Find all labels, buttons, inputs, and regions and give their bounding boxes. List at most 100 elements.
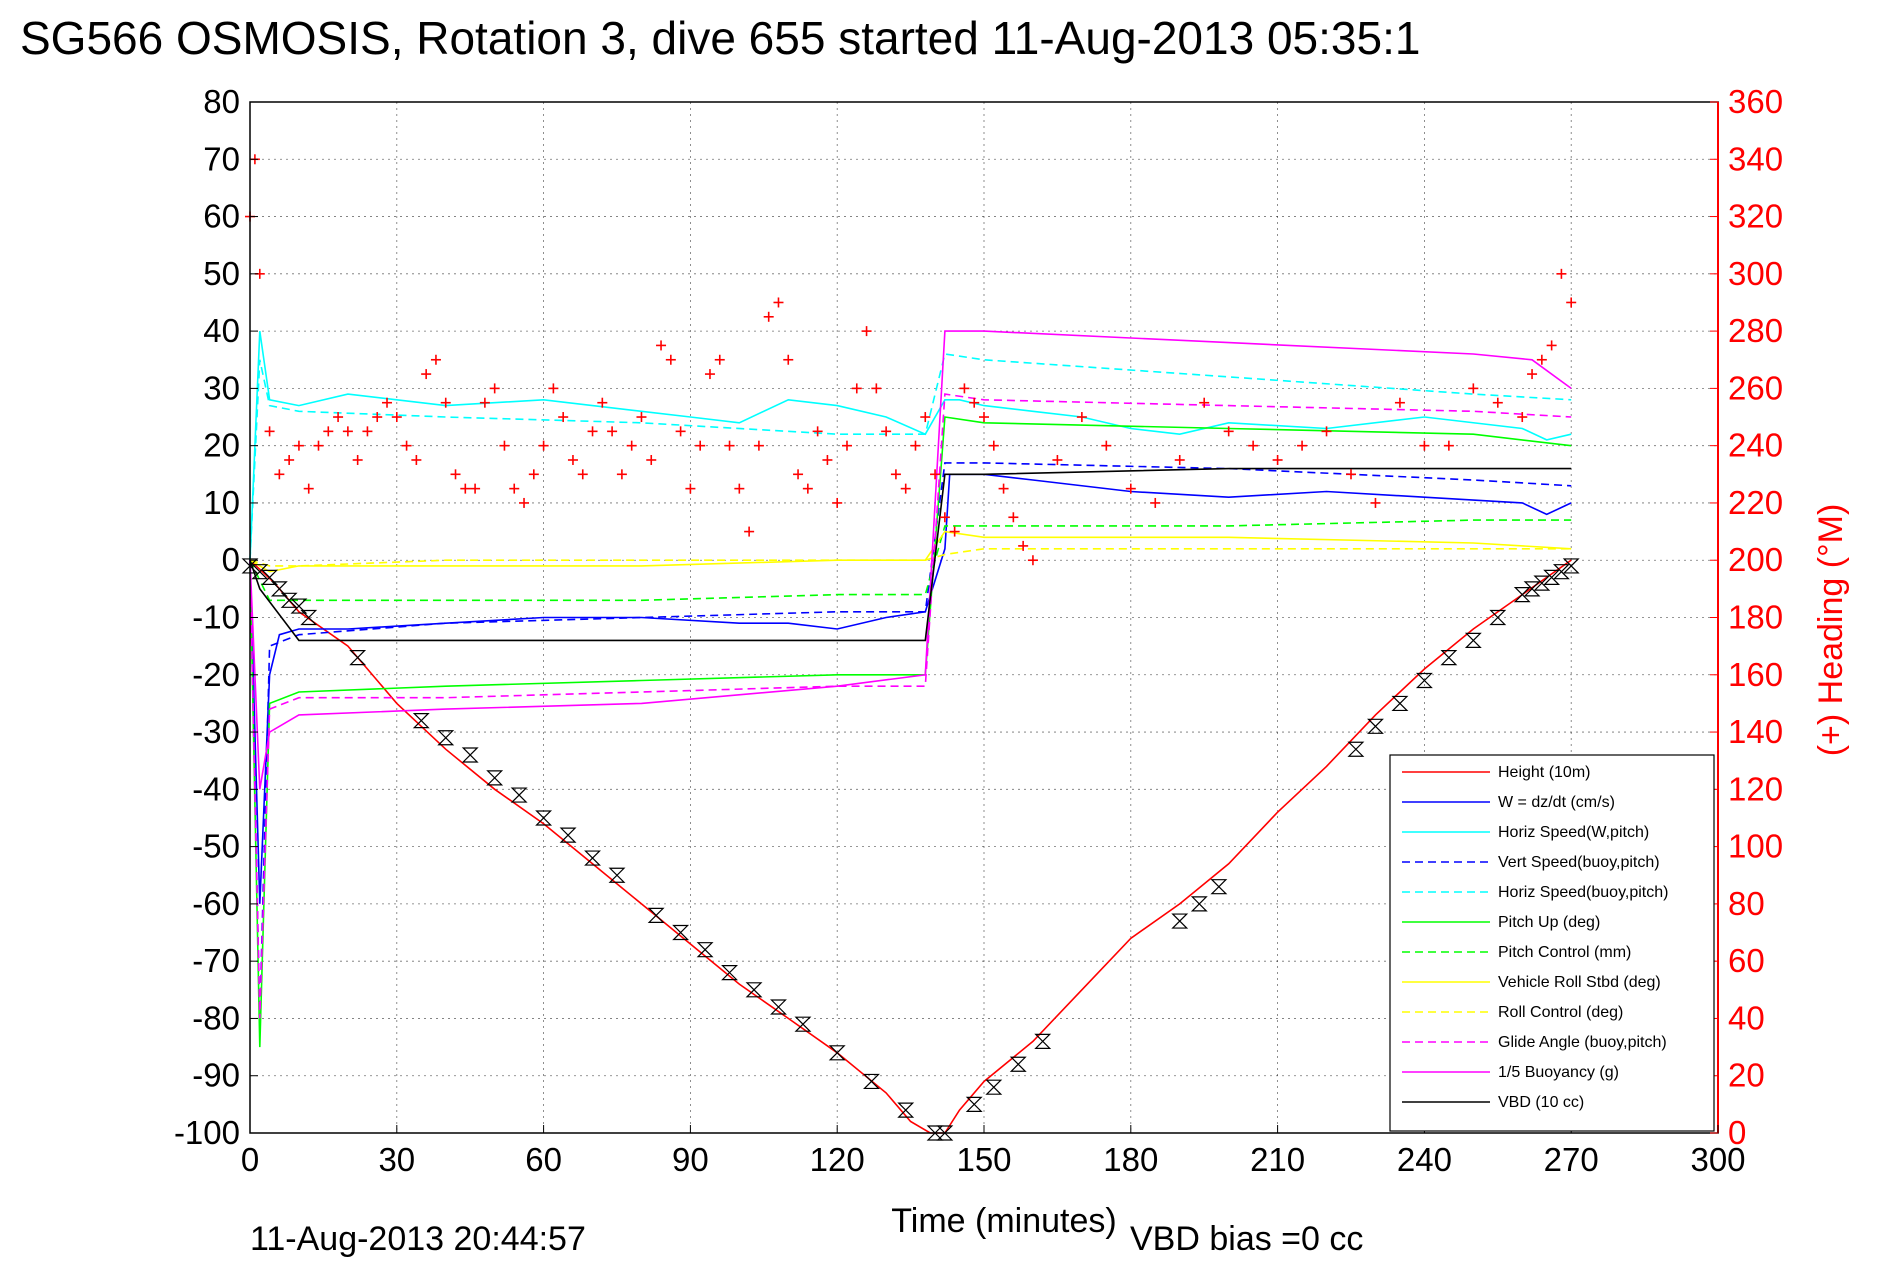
left-tick-label-15: -70	[192, 942, 240, 979]
heading-marker-103	[1536, 354, 1547, 365]
depth-marker-13	[535, 810, 553, 826]
legend-entry-10: 1/5 Buoyancy (g)	[1498, 1064, 1619, 1081]
heading-marker-25	[479, 397, 490, 408]
heading-marker-54	[763, 311, 774, 322]
heading-marker-56	[783, 354, 794, 365]
left-tick-label-4: 40	[203, 312, 240, 349]
left-tick-label-13: -50	[192, 828, 240, 865]
heading-marker-18	[411, 454, 422, 465]
heading-marker-72	[939, 512, 950, 523]
x-axis-ticks: 0 30 60 90 120 150 180 210 240 270 300	[241, 1125, 1746, 1178]
heading-marker-55	[773, 297, 784, 308]
heading-marker-17	[401, 440, 412, 451]
depth-marker-16	[608, 867, 626, 883]
heading-marker-4	[274, 469, 285, 480]
heading-marker-57	[793, 469, 804, 480]
series-line-4	[249, 353, 1572, 561]
depth-marker-19	[696, 942, 714, 958]
x-tick-label-2: 60	[525, 1141, 562, 1178]
heading-marker-60	[822, 454, 833, 465]
right-tick-label-8: 200	[1728, 541, 1783, 578]
heading-marker-88	[1199, 397, 1210, 408]
heading-marker-21	[440, 397, 451, 408]
x-tick-label-4: 120	[810, 1141, 865, 1178]
right-tick-label-0: 360	[1728, 83, 1783, 120]
right-tick-label-13: 100	[1728, 828, 1783, 865]
heading-marker-94	[1346, 469, 1356, 480]
heading-marker-3	[264, 426, 275, 437]
right-tick-label-15: 60	[1728, 942, 1765, 979]
right-tick-label-2: 320	[1728, 198, 1783, 235]
legend-entry-4: Horiz Speed(buoy,pitch)	[1498, 884, 1668, 901]
heading-marker-90	[1248, 440, 1259, 451]
left-tick-label-5: 30	[203, 369, 240, 406]
right-tick-label-5: 260	[1728, 369, 1783, 406]
left-tick-label-10: -20	[192, 656, 240, 693]
heading-marker-23	[460, 483, 471, 494]
heading-marker-69	[910, 440, 921, 451]
series-line-1	[249, 473, 1572, 904]
left-tick-label-16: -80	[192, 999, 240, 1036]
depth-marker-35	[1210, 879, 1228, 895]
depth-marker-24	[828, 1045, 846, 1061]
right-tick-label-14: 80	[1728, 885, 1765, 922]
footer-date: 11-Aug-2013 20:44:57	[250, 1220, 586, 1258]
heading-marker-101	[1517, 412, 1528, 423]
heading-marker-39	[616, 469, 627, 480]
heading-marker-68	[900, 483, 911, 494]
heading-marker-75	[969, 397, 980, 408]
series-line-7	[249, 530, 1572, 573]
depth-marker-7	[349, 649, 367, 666]
heading-marker-98	[1443, 440, 1454, 451]
depth-markers	[241, 558, 1580, 1141]
heading-marker-52	[744, 526, 755, 537]
depth-marker-8	[412, 713, 430, 729]
depth-marker-14	[559, 827, 577, 843]
left-tick-label-18: -100	[174, 1114, 240, 1151]
depth-marker-22	[770, 999, 787, 1015]
heading-marker-58	[802, 483, 813, 494]
depth-marker-34	[1190, 896, 1208, 912]
depth-marker-6	[300, 609, 318, 626]
chart-title: SG566 OSMOSIS, Rotation 3, dive 655 star…	[20, 12, 1420, 64]
footer-vbd-bias: VBD bias =0 cc	[1130, 1220, 1363, 1258]
depth-marker-45	[1533, 575, 1551, 591]
depth-marker-26	[897, 1102, 915, 1118]
depth-marker-43	[1513, 586, 1531, 603]
left-tick-label-9: -10	[192, 599, 240, 636]
x-tick-label-3: 90	[672, 1141, 709, 1178]
heading-marker-102	[1527, 369, 1538, 380]
heading-marker-61	[832, 497, 843, 508]
left-tick-label-3: 50	[203, 255, 240, 292]
legend-entry-8: Roll Control (deg)	[1498, 1004, 1623, 1021]
heading-marker-43	[656, 340, 667, 351]
series-lines	[249, 330, 1572, 1134]
heading-marker-64	[861, 326, 872, 337]
heading-marker-77	[988, 440, 999, 451]
heading-marker-10	[333, 412, 344, 423]
depth-marker-42	[1489, 609, 1507, 626]
left-tick-label-11: -30	[192, 713, 240, 750]
depth-marker-11	[486, 770, 504, 786]
heading-marker-97	[1419, 440, 1430, 451]
right-tick-label-10: 160	[1728, 656, 1783, 693]
heading-marker-49	[714, 354, 725, 365]
heading-marker-93	[1321, 426, 1332, 437]
heading-marker-99	[1468, 383, 1479, 394]
depth-marker-38	[1391, 695, 1409, 712]
depth-marker-46	[1543, 569, 1561, 586]
depth-marker-40	[1440, 649, 1458, 666]
heading-marker-14	[372, 412, 383, 423]
right-tick-label-11: 140	[1728, 713, 1783, 750]
depth-marker-21	[745, 982, 763, 998]
depth-marker-28	[936, 1125, 954, 1141]
right-axis-label: (+) Heading (°M)	[1812, 504, 1850, 757]
x-tick-label-1: 30	[378, 1141, 415, 1178]
depth-marker-39	[1415, 672, 1433, 689]
heading-marker-48	[704, 369, 715, 380]
heading-marker-79	[1008, 512, 1019, 523]
left-axis-ticks: 80 70 60 50 40 30 20 10 0 -10 -20 -30 -40 -50 -60 -70 -8…	[174, 83, 258, 1151]
heading-marker-34	[567, 454, 578, 465]
heading-marker-76	[979, 412, 989, 423]
depth-marker-2	[261, 569, 279, 586]
